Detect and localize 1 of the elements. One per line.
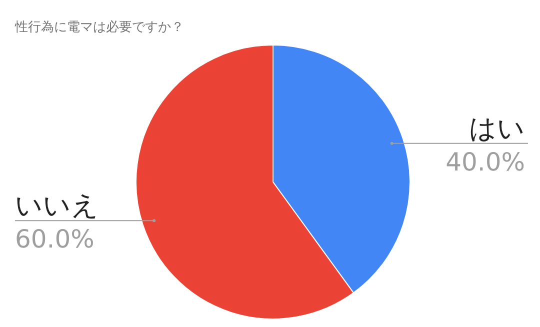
title: 性行為に電マは必要ですか？ [15,20,184,35]
